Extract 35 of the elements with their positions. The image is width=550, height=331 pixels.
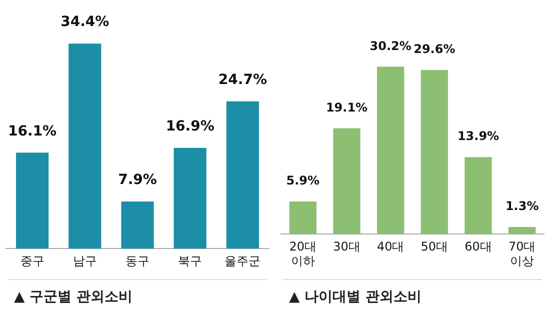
data-label: 7.9% (118, 172, 157, 188)
data-label: 19.1% (326, 100, 368, 114)
data-label: 16.1% (8, 123, 57, 140)
bar (226, 101, 260, 249)
x-tick-label: 50대 (420, 240, 448, 254)
bar (289, 201, 317, 234)
text: ▲ 구군별 관외소비 (14, 288, 133, 306)
x-tick-label: 남구 (72, 254, 97, 268)
data-label: 24.7% (218, 72, 267, 88)
x-tick-label: 북구 (178, 254, 202, 268)
data-label: 29.6% (414, 42, 456, 56)
bar (376, 66, 404, 234)
bar (333, 128, 360, 234)
x-tick-label: 동구 (126, 254, 150, 268)
data-label: 16.9% (166, 118, 214, 135)
bar (121, 202, 154, 249)
x-tick-label: 30대 (333, 240, 360, 254)
data-label: 5.9% (286, 174, 320, 188)
x-tick-label: 40대 (376, 240, 404, 254)
bar (420, 70, 448, 234)
bar (16, 152, 49, 249)
x-tick-label: 20대 이하 (289, 240, 317, 268)
data-label: 13.9% (457, 129, 500, 144)
bar (508, 226, 536, 234)
data-label: 30.2% (370, 38, 412, 53)
data-label: 34.4% (60, 14, 110, 30)
x-tick-label: 70대 이상 (508, 240, 536, 268)
bar (174, 148, 206, 249)
text: ▲ 나이대별 관외소비 (289, 288, 422, 306)
x-tick-label: 60대 (464, 240, 492, 254)
x-tick-label: 중구 (20, 254, 44, 268)
data-label: 1.3% (505, 199, 539, 214)
bar (68, 44, 102, 249)
x-tick-label: 울주군 (224, 254, 261, 268)
bar (464, 157, 492, 234)
